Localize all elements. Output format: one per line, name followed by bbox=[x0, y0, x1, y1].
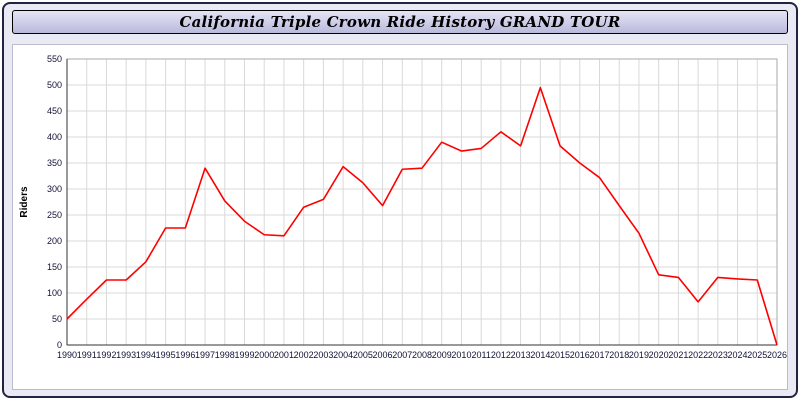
x-tick-label: 1992 bbox=[96, 350, 116, 360]
title-bar: California Triple Crown Ride History GRA… bbox=[12, 10, 788, 34]
x-tick-label: 2017 bbox=[589, 350, 609, 360]
x-tick-label: 2004 bbox=[333, 350, 353, 360]
x-tick-label: 2021 bbox=[668, 350, 688, 360]
y-tick-label: 0 bbox=[57, 340, 62, 350]
y-tick-label: 350 bbox=[47, 158, 62, 168]
y-tick-label: 500 bbox=[47, 80, 62, 90]
page-title: California Triple Crown Ride History GRA… bbox=[179, 13, 621, 31]
x-tick-label: 2012 bbox=[491, 350, 511, 360]
x-tick-label: 1991 bbox=[77, 350, 97, 360]
x-tick-label: 2011 bbox=[471, 350, 490, 360]
x-tick-label: 2019 bbox=[629, 350, 649, 360]
x-tick-label: 1994 bbox=[136, 350, 156, 360]
x-tick-label: 2016 bbox=[570, 350, 590, 360]
x-tick-label: 2001 bbox=[274, 350, 294, 360]
chart-panel: 0 50 100 150 200 250 300 350 400 450 500 550 1990 199… bbox=[12, 44, 788, 390]
y-tick-label: 550 bbox=[47, 54, 62, 64]
y-tick-label: 100 bbox=[47, 288, 62, 298]
x-tick-label: 2014 bbox=[530, 350, 550, 360]
x-tick-label: 2015 bbox=[550, 350, 570, 360]
x-tick-label: 1990 bbox=[57, 350, 77, 360]
x-tick-label: 2010 bbox=[451, 350, 471, 360]
y-tick-label: 250 bbox=[47, 210, 62, 220]
x-tick-label: 1996 bbox=[175, 350, 195, 360]
x-tick-label: 1998 bbox=[215, 350, 235, 360]
x-tick-label: 2006 bbox=[373, 350, 393, 360]
x-tick-label: 2005 bbox=[353, 350, 373, 360]
x-tick-label: 2013 bbox=[511, 350, 531, 360]
x-tick-label: 1997 bbox=[195, 350, 215, 360]
x-tick-label: 1993 bbox=[116, 350, 136, 360]
y-tick-label: 400 bbox=[47, 132, 62, 142]
x-tick-label: 2020 bbox=[649, 350, 669, 360]
y-tick-label: 50 bbox=[52, 314, 62, 324]
x-tick-label: 2003 bbox=[313, 350, 333, 360]
x-tick-label: 2018 bbox=[609, 350, 629, 360]
y-tick-label: 200 bbox=[47, 236, 62, 246]
x-tick-label: 2025 bbox=[747, 350, 767, 360]
x-tick-label: 1995 bbox=[156, 350, 176, 360]
x-tick-label: 2024 bbox=[728, 350, 748, 360]
x-tick-label: 2022 bbox=[688, 350, 708, 360]
y-tick-label: 150 bbox=[47, 262, 62, 272]
y-tick-label: 450 bbox=[47, 106, 62, 116]
x-tick-label: 2000 bbox=[254, 350, 274, 360]
y-tick-label: 300 bbox=[47, 184, 62, 194]
riders-series-line bbox=[66, 86, 778, 346]
x-tick-label: 2026 bbox=[767, 350, 787, 360]
x-tick-label: 2009 bbox=[432, 350, 452, 360]
x-tick-label: 1999 bbox=[234, 350, 254, 360]
x-tick-label: 2007 bbox=[392, 350, 412, 360]
x-tick-label: 2023 bbox=[708, 350, 728, 360]
x-tick-label: 2002 bbox=[294, 350, 314, 360]
y-axis-title: Riders bbox=[19, 186, 30, 218]
x-tick-label: 2008 bbox=[412, 350, 432, 360]
